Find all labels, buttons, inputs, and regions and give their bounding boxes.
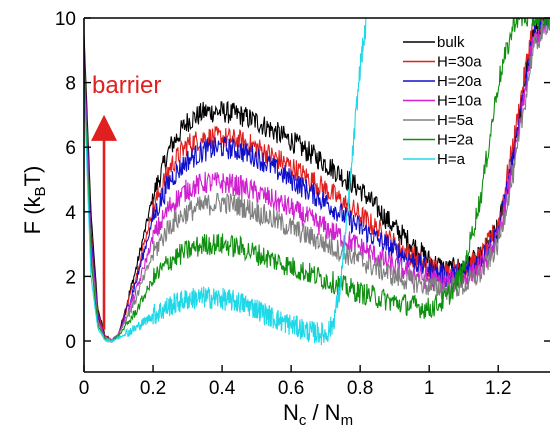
series-line-h-10a [84,18,550,342]
barrier-label: barrier [92,72,161,99]
y-tick-label-4: 4 [65,203,76,224]
x-tick-label-0.6: 0.6 [278,378,304,399]
y-tick-label-2: 2 [65,267,76,288]
y-tick-label-6: 6 [65,138,76,159]
series-line-h-5a [84,18,550,343]
axes-frame [83,17,550,373]
legend-label: H=5a [437,112,474,129]
ticks-layer: 0 0.2 0.4 0.6 0.8 1 1.2 0 2 4 6 8 10 [55,9,550,399]
y-label-sub-B: B [32,186,49,196]
y-tick-label-8: 8 [65,74,76,95]
legend-label: H=20a [437,73,482,90]
y-tick-label-0: 0 [65,332,76,353]
y-tick-label-10: 10 [55,9,76,30]
legend-label: H=30a [437,54,482,71]
legend-label: H=10a [437,93,482,110]
legend: bulk H=30a H=20a H=10a H=5a H=2a H=a [403,34,482,168]
x-tick-label-0.4: 0.4 [209,378,236,399]
x-label-sub-c: c [299,412,307,429]
y-axis-label: F (kBT) [20,166,49,235]
x-label-sub-m: m [341,412,354,429]
legend-label: bulk [437,34,465,51]
legend-label: H=a [437,151,466,168]
series-line-h-30a [84,18,550,343]
x-axis-label: Nc / Nm [283,400,353,429]
x-tick-label-0.2: 0.2 [140,378,166,399]
x-tick-label-0.8: 0.8 [347,378,373,399]
x-tick-label-1.2: 1.2 [485,378,511,399]
x-label-sep: / N [306,400,340,425]
legend-label: H=2a [437,132,474,149]
y-label-T: T) [20,166,45,187]
y-label-F: F (k [20,195,45,234]
series-line-h-a [84,18,367,346]
x-tick-label-0: 0 [79,378,90,399]
x-label-N: N [283,400,299,425]
series-layer [84,18,550,346]
series-line-h-2a [84,18,550,344]
x-tick-label-1: 1 [424,378,435,399]
